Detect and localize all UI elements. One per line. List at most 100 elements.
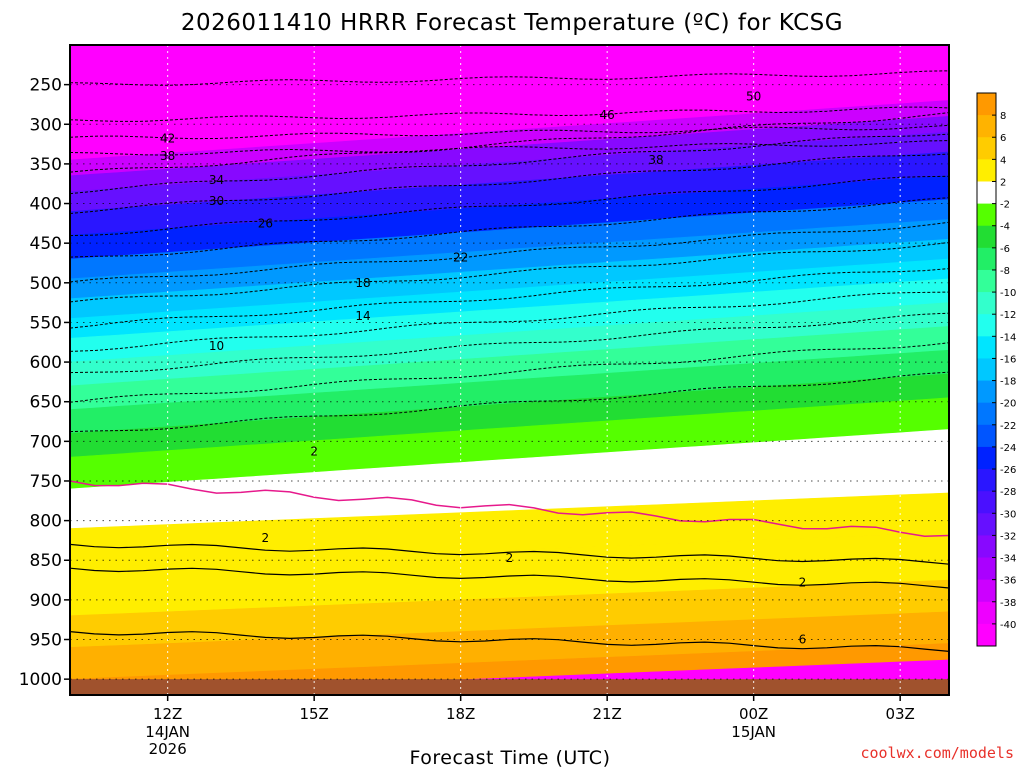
colorbar-label: -12 <box>1000 310 1016 321</box>
y-tick-label: 300 <box>30 115 62 135</box>
colorbar-label: -32 <box>1000 531 1016 542</box>
y-tick-label: 500 <box>30 274 62 294</box>
contour-label: 2 <box>506 551 514 565</box>
contour-solid <box>69 631 950 652</box>
colorbar-swatch <box>977 601 996 625</box>
contour-label: 42 <box>160 132 175 146</box>
plot-frame <box>69 44 950 696</box>
colorbar-swatch <box>977 513 996 536</box>
contour-dashed <box>69 70 950 86</box>
colorbar-swatch <box>977 446 996 470</box>
y-tick-label: 450 <box>30 234 62 254</box>
colorbar-swatch <box>977 159 996 182</box>
y-tick-label: 800 <box>30 512 62 532</box>
contour-label: 10 <box>209 339 224 353</box>
y-tick-label: 900 <box>30 591 62 611</box>
colorbar-swatch <box>977 181 996 205</box>
contour-dashed <box>69 112 950 173</box>
y-tick-label: 950 <box>30 631 62 651</box>
colorbar-label: -18 <box>1000 377 1016 388</box>
colorbar-swatch <box>977 247 996 271</box>
contour-dashed <box>69 342 950 403</box>
colorbar-swatch <box>977 137 996 160</box>
contour-dashed <box>69 241 950 303</box>
colorbar-swatch <box>977 292 996 315</box>
contour-dashed <box>69 291 950 352</box>
y-tick-label: 700 <box>30 432 62 452</box>
contour-label: 30 <box>209 194 224 208</box>
y-tick-label: 1000 <box>19 670 62 690</box>
contour-dashed <box>69 106 950 122</box>
contour-solid <box>69 543 950 565</box>
colorbar-label: -26 <box>1000 465 1016 476</box>
colorbar-label: -2 <box>1000 200 1010 211</box>
colorbar-label: -6 <box>1000 244 1010 255</box>
y-axis: 250 300 350 400 450 500 550 600 650 700 750 800 850 9… <box>19 76 70 690</box>
chart-title: 2026011410 HRRR Forecast Temperature (ºC… <box>181 10 843 36</box>
y-tick-label: 550 <box>30 313 62 333</box>
colorbar-label: 2 <box>1000 177 1006 188</box>
colorbar-swatch <box>977 93 996 116</box>
colorbar-label: -16 <box>1000 354 1016 365</box>
credit-link[interactable]: coolwx.com/models <box>860 744 1014 762</box>
x-tick-label: 15Z <box>299 705 328 723</box>
colorbar-label: -4 <box>1000 222 1010 233</box>
contour-dashed <box>69 140 950 156</box>
y-tick-label: 250 <box>30 76 62 96</box>
x-tick-sublabel: 15JAN <box>731 723 776 741</box>
contour-label: 38 <box>160 149 175 163</box>
y-tick-label: 650 <box>30 393 62 413</box>
contour-dashed <box>69 221 950 283</box>
y-tick-label: 600 <box>30 353 62 373</box>
temperature-fill <box>69 44 950 696</box>
colorbar-label: -38 <box>1000 598 1016 609</box>
colorbar-swatch <box>977 424 996 448</box>
contour-label: 26 <box>258 216 273 230</box>
contour-label: 2 <box>262 531 270 545</box>
contour-dashed <box>69 371 950 433</box>
colorbar-label: -24 <box>1000 443 1016 454</box>
freezing-line <box>69 480 950 537</box>
colorbar-swatch <box>977 269 996 293</box>
contour-dashed <box>69 133 950 195</box>
contour-lines <box>69 70 950 652</box>
contour-dashed <box>69 197 950 258</box>
contour-label: 34 <box>209 173 224 187</box>
colorbar-label: -10 <box>1000 288 1016 299</box>
colorbar-swatch <box>977 314 996 337</box>
ground-fill <box>70 679 949 695</box>
colorbar-swatch <box>977 115 996 138</box>
colorbar-legend: 8 6 4 2 -2 -4 -6 -8 -10 -12 -14 -16 -18 -20 -22 -24 -26 -… <box>976 92 1016 647</box>
colorbar-label: -28 <box>1000 487 1016 498</box>
grid-lines <box>70 45 949 695</box>
x-tick-sublabel: 2026 <box>149 740 187 758</box>
colorbar-frame <box>976 92 997 647</box>
contour-solid <box>69 567 950 589</box>
x-tick-label: 12Z <box>153 705 182 723</box>
y-tick-label: 400 <box>30 195 62 215</box>
colorbar-label: -34 <box>1000 554 1016 565</box>
contour-dashed <box>69 175 950 237</box>
contour-label: 14 <box>355 309 370 323</box>
colorbar-swatch <box>977 203 996 227</box>
colorbar-label: 4 <box>1000 155 1006 166</box>
contour-label: 50 <box>746 90 761 104</box>
colorbar-label: -8 <box>1000 266 1010 277</box>
contour-dashed <box>69 124 950 140</box>
colorbar-swatch <box>977 402 996 426</box>
contour-label: 6 <box>799 633 807 647</box>
contour-dashed <box>69 153 950 214</box>
colorbar-label: -14 <box>1000 332 1016 343</box>
y-tick-label: 350 <box>30 155 62 175</box>
colorbar-swatch <box>977 358 996 382</box>
colorbar-swatch <box>977 469 996 492</box>
contour-label: 18 <box>355 276 370 290</box>
contour-dashed <box>69 312 950 374</box>
colorbar-swatch <box>977 557 996 581</box>
colorbar-swatch <box>977 336 996 359</box>
contour-label: 38 <box>648 153 663 167</box>
colorbar-swatch <box>977 225 996 249</box>
